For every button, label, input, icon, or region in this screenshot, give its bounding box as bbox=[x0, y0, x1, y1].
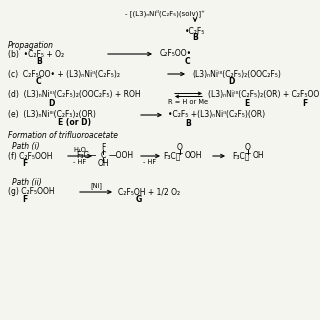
Text: OH: OH bbox=[97, 159, 109, 169]
Text: - HF: - HF bbox=[73, 159, 87, 165]
Text: [Ni]: [Ni] bbox=[90, 183, 102, 189]
Text: (c)  C₂F₅OO• + (L3)ₙNiᴵᴵ(C₂F₅)₂: (c) C₂F₅OO• + (L3)ₙNiᴵᴵ(C₂F₅)₂ bbox=[8, 69, 120, 78]
Text: C₂F₅OO•: C₂F₅OO• bbox=[160, 50, 192, 59]
Text: F: F bbox=[101, 143, 105, 153]
Text: - [(L3)ₙNiᴵᴵ(C₂F₅)(solv)]⁺: - [(L3)ₙNiᴵᴵ(C₂F₅)(solv)]⁺ bbox=[125, 9, 205, 17]
Text: C: C bbox=[36, 77, 42, 86]
Text: (e)  (L3)ₙNiᴵᴵᴵ(C₂F₅)₂(OR): (e) (L3)ₙNiᴵᴵᴵ(C₂F₅)₂(OR) bbox=[8, 110, 96, 119]
Text: B: B bbox=[36, 58, 42, 67]
Text: (b)  •C₂F₅ + O₂: (b) •C₂F₅ + O₂ bbox=[8, 50, 64, 59]
Text: OOH: OOH bbox=[185, 151, 203, 161]
Text: D: D bbox=[48, 99, 54, 108]
Text: (g) C₂F₅OOH: (g) C₂F₅OOH bbox=[8, 188, 55, 196]
Text: - HF: - HF bbox=[143, 159, 156, 165]
Text: C: C bbox=[185, 58, 191, 67]
Text: G: G bbox=[136, 196, 142, 204]
Text: C: C bbox=[100, 151, 106, 161]
Text: —OOH: —OOH bbox=[109, 151, 134, 161]
Text: F₃C〈: F₃C〈 bbox=[163, 151, 180, 161]
Text: (d)  (L3)ₙNiᴵᴵᴵ(C₂F₅)₂(OOC₂F₅) + ROH: (d) (L3)ₙNiᴵᴵᴵ(C₂F₅)₂(OOC₂F₅) + ROH bbox=[8, 91, 140, 100]
Text: H₂O: H₂O bbox=[74, 147, 86, 153]
Text: F: F bbox=[22, 196, 27, 204]
Text: F₃C—: F₃C— bbox=[76, 151, 97, 161]
Text: O: O bbox=[177, 143, 183, 153]
Text: B: B bbox=[185, 118, 191, 127]
Text: (f) C₂F₅OOH: (f) C₂F₅OOH bbox=[8, 151, 52, 161]
Text: F: F bbox=[302, 99, 307, 108]
Text: B: B bbox=[192, 34, 198, 43]
Text: O: O bbox=[245, 143, 251, 153]
Text: F: F bbox=[22, 159, 27, 169]
Text: R = H or Me: R = H or Me bbox=[168, 99, 208, 105]
Text: (L3)ₙNiᴵᴵᴵ(C₂F₅)₂(OOC₂F₅): (L3)ₙNiᴵᴵᴵ(C₂F₅)₂(OOC₂F₅) bbox=[192, 69, 281, 78]
Text: D: D bbox=[228, 77, 234, 86]
Text: C₂F₅OH + 1/2 O₂: C₂F₅OH + 1/2 O₂ bbox=[118, 188, 180, 196]
Text: Path (ii): Path (ii) bbox=[12, 178, 42, 187]
Text: Propagation: Propagation bbox=[8, 42, 54, 51]
Text: (L3)ₙNiᴵᴵᴵ(C₂F₅)₂(OR) + C₂F₅OOH: (L3)ₙNiᴵᴵᴵ(C₂F₅)₂(OR) + C₂F₅OOH bbox=[208, 91, 320, 100]
Text: OH: OH bbox=[253, 151, 265, 161]
Text: •C₂F₅: •C₂F₅ bbox=[185, 27, 205, 36]
Text: Formation of trifluoroacetate: Formation of trifluoroacetate bbox=[8, 132, 118, 140]
Text: E: E bbox=[244, 99, 249, 108]
Text: •C₂F₅ +(L3)ₙNiᴵᴵ(C₂F₅)(OR): •C₂F₅ +(L3)ₙNiᴵᴵ(C₂F₅)(OR) bbox=[168, 110, 265, 119]
Text: E (or D): E (or D) bbox=[58, 118, 91, 127]
Text: F₃C〈: F₃C〈 bbox=[232, 151, 249, 161]
Text: Path (i): Path (i) bbox=[12, 141, 40, 150]
